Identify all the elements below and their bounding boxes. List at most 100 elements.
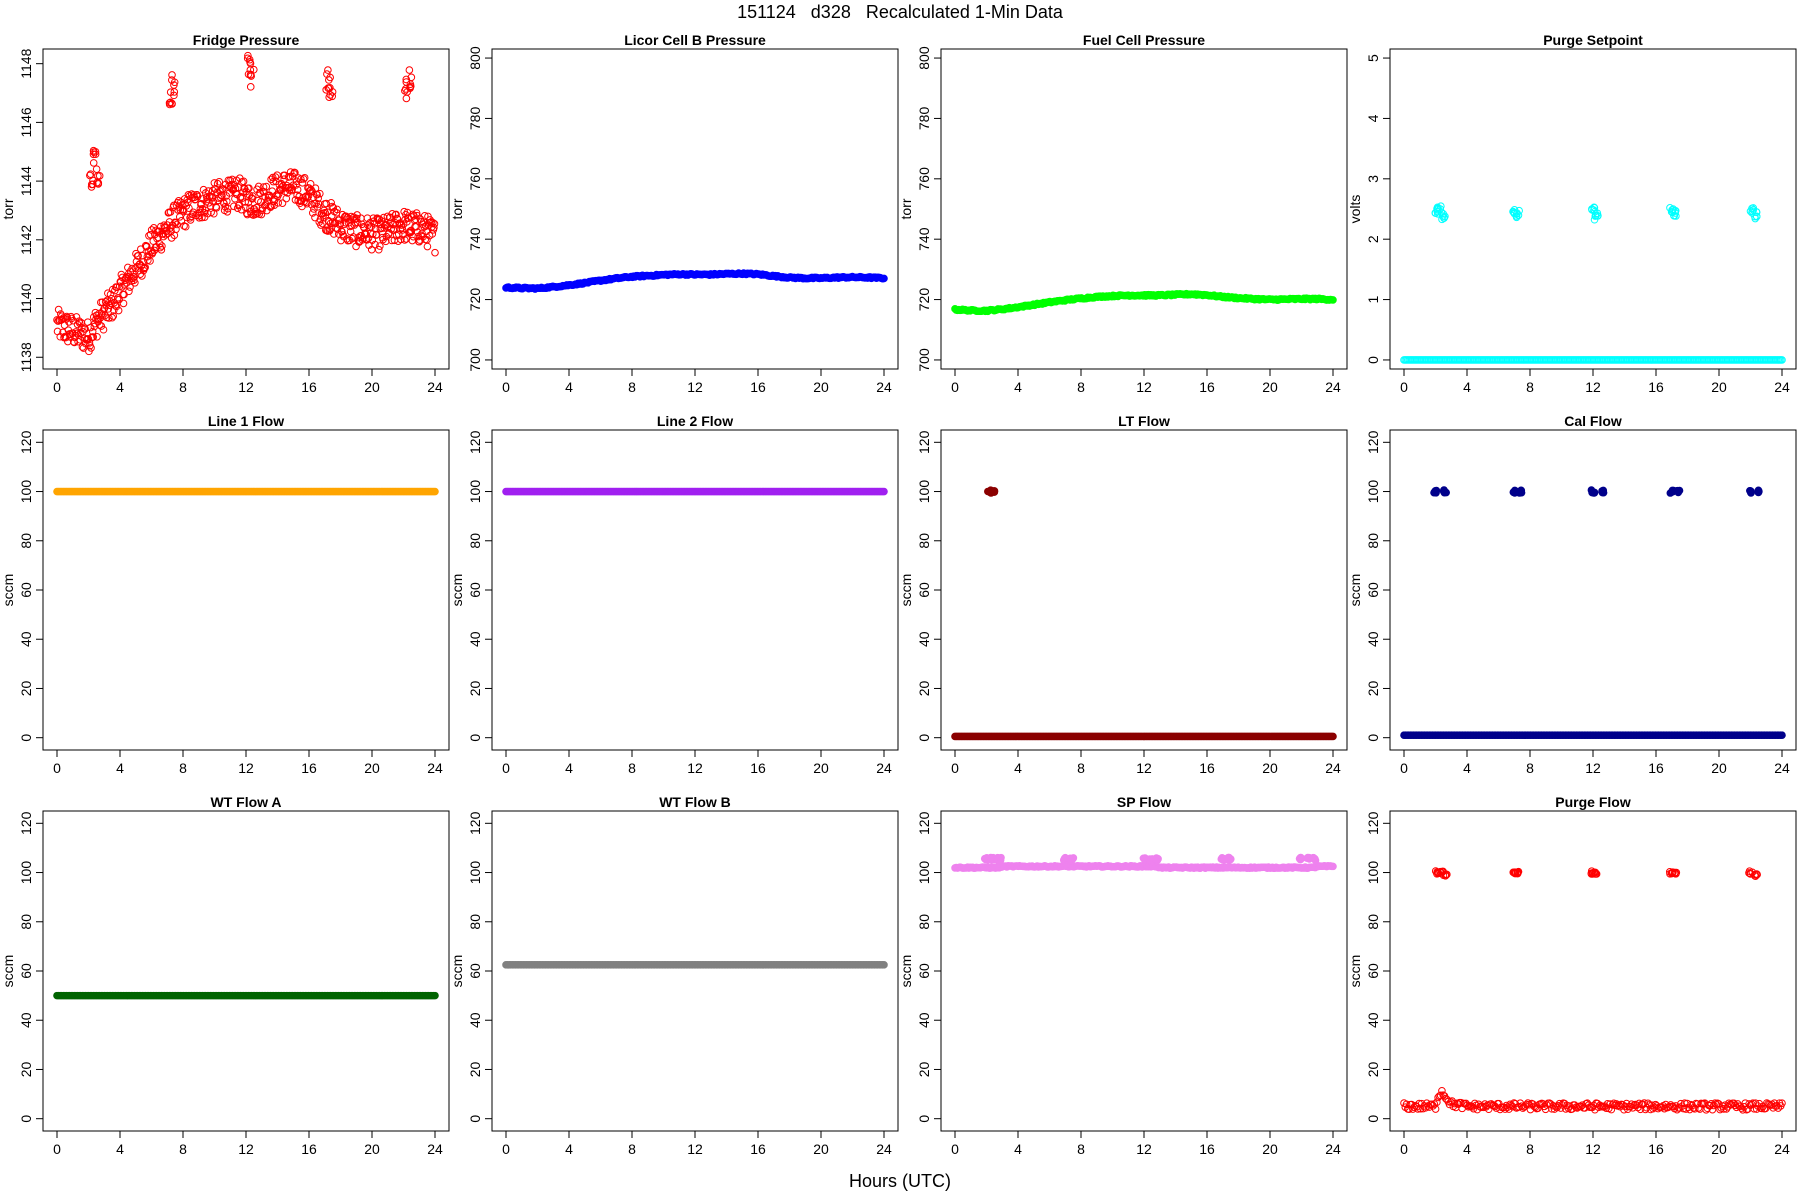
- x-tick-label: 20: [364, 760, 380, 776]
- x-tick-label: 12: [687, 1141, 703, 1157]
- series-2: [1430, 486, 1763, 497]
- x-tick-label: 24: [1325, 1141, 1341, 1157]
- x-tick-label: 24: [1325, 379, 1341, 395]
- data-point: [325, 93, 333, 101]
- series-1: [1400, 1086, 1786, 1114]
- data-point: [306, 179, 315, 188]
- data-point: [146, 230, 155, 239]
- data-point: [168, 71, 176, 79]
- data-point: [376, 242, 384, 250]
- panel-title: Line 1 Flow: [208, 413, 284, 429]
- y-tick-label: 720: [916, 288, 932, 312]
- data-point: [54, 305, 63, 314]
- plot-frame: [42, 48, 450, 370]
- data-point: [322, 199, 331, 208]
- x-tick-label: 0: [1400, 760, 1408, 776]
- y-tick-label: 40: [1365, 1012, 1381, 1028]
- x-tick-label: 20: [1262, 379, 1278, 395]
- data-point: [409, 232, 418, 241]
- data-point: [402, 94, 411, 103]
- data-point: [405, 66, 414, 74]
- data-point: [880, 487, 888, 496]
- data-point: [89, 159, 98, 167]
- data-point: [326, 83, 334, 92]
- data-point: [406, 84, 414, 92]
- plot-frame: [1389, 429, 1797, 751]
- panel-2: Licor Cell B Pressure 0 4 8 12 16 20 24 700 720 74…: [449, 32, 899, 395]
- data-point: [431, 248, 439, 257]
- panel-8: Cal Flow 0 4 8 12 16 20 24 0 20 40 60 80 100 120 sccm: [1347, 413, 1797, 776]
- data-point: [420, 211, 429, 220]
- panel-title: LT Flow: [1118, 413, 1170, 429]
- data-point: [89, 146, 98, 155]
- data-point: [430, 220, 439, 228]
- data-point: [431, 991, 439, 1000]
- y-tick-label: 100: [916, 861, 932, 885]
- panel-9: WT Flow A 0 4 8 12 16 20 24 0 20 40 60 80 100 120 sccm: [0, 794, 450, 1157]
- x-tick-label: 0: [53, 379, 61, 395]
- x-tick-label: 0: [53, 760, 61, 776]
- data-point: [297, 175, 305, 183]
- data-point: [248, 192, 257, 200]
- x-tick-label: 20: [364, 379, 380, 395]
- x-tick-label: 4: [1014, 760, 1022, 776]
- y-tick-label: 120: [916, 430, 932, 454]
- data-point: [1224, 853, 1233, 862]
- data-point: [880, 961, 888, 969]
- y-tick-label: 20: [1365, 680, 1381, 696]
- y-tick-label: 20: [18, 680, 34, 696]
- x-tick-label: 8: [1077, 760, 1085, 776]
- y-tick-label: 0: [18, 734, 34, 742]
- y-tick-label: 740: [467, 227, 483, 251]
- data-point: [195, 214, 204, 222]
- x-tick-label: 20: [813, 1141, 829, 1157]
- panel-title: Purge Flow: [1555, 794, 1631, 810]
- y-tick-label: 60: [18, 582, 34, 598]
- x-tick-label: 16: [1199, 760, 1215, 776]
- y-tick-label: 0: [916, 1115, 932, 1123]
- data-point: [412, 223, 420, 231]
- data-point: [112, 302, 121, 311]
- x-tick-label: 8: [1526, 379, 1534, 395]
- data-point: [86, 170, 95, 178]
- data-point: [107, 299, 115, 308]
- panel-5: Line 1 Flow 0 4 8 12 16 20 24 0 20 40 60 80 100 120 scc…: [0, 413, 450, 776]
- figure-title: 151124 d328 Recalculated 1-Min Data: [737, 2, 1063, 22]
- y-axis-label: sccm: [0, 955, 16, 988]
- data-point: [79, 344, 88, 352]
- series-1: [1400, 731, 1786, 740]
- data-point: [95, 172, 104, 180]
- x-tick-label: 16: [750, 760, 766, 776]
- x-tick-label: 16: [1199, 379, 1215, 395]
- data-point: [381, 237, 390, 246]
- data-point: [213, 179, 222, 188]
- y-tick-label: 0: [18, 1115, 34, 1123]
- x-tick-label: 20: [1711, 379, 1727, 395]
- x-tick-label: 4: [565, 1141, 573, 1157]
- data-point: [431, 487, 439, 496]
- y-tick-label: 80: [916, 533, 932, 549]
- x-tick-label: 16: [301, 760, 317, 776]
- x-tick-label: 20: [1711, 760, 1727, 776]
- panel-3: Fuel Cell Pressure 0 4 8 12 16 20 24 700 720 740 76…: [898, 32, 1348, 395]
- data-point: [102, 301, 111, 309]
- series-1: [951, 732, 1337, 741]
- data-point: [246, 83, 255, 91]
- x-tick-label: 16: [1648, 379, 1664, 395]
- data-point: [246, 58, 254, 66]
- x-tick-label: 8: [1077, 379, 1085, 395]
- data-point: [215, 177, 224, 186]
- data-point: [266, 203, 275, 211]
- data-point: [311, 213, 319, 222]
- data-point: [109, 306, 118, 315]
- x-tick-label: 12: [1136, 379, 1152, 395]
- data-point: [230, 180, 239, 189]
- data-point: [1439, 487, 1448, 496]
- data-point: [282, 194, 291, 203]
- y-tick-label: 0: [467, 1115, 483, 1123]
- data-point: [412, 209, 421, 217]
- y-axis-label: torr: [0, 198, 16, 219]
- x-tick-label: 4: [1014, 1141, 1022, 1157]
- data-point: [291, 168, 299, 177]
